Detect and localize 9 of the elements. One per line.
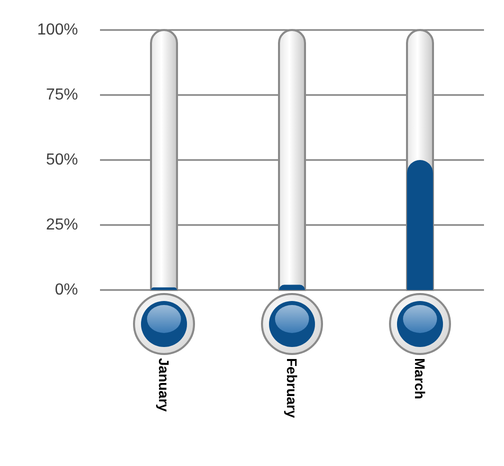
- x-tick-label: January: [156, 358, 172, 412]
- y-tick-label: 50%: [46, 152, 78, 168]
- y-tick-label: 0%: [54, 282, 78, 298]
- y-tick-label: 75%: [46, 86, 78, 104]
- y-tick-label: 100%: [37, 22, 78, 38]
- bar: [151, 287, 177, 290]
- x-tick-label: March: [412, 358, 428, 400]
- y-tick-label: 25%: [46, 216, 78, 234]
- x-tick-label: February: [284, 358, 300, 418]
